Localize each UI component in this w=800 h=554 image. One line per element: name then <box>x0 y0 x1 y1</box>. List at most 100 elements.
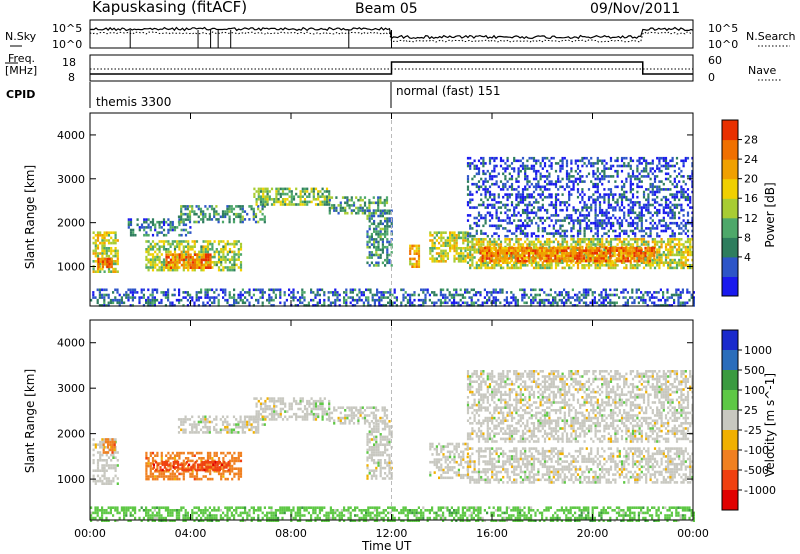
power-swatch-4 <box>722 198 738 219</box>
velocity-tick-7: -1000 <box>744 484 776 497</box>
velocity-swatch-1 <box>722 350 738 371</box>
power-panel <box>90 156 695 307</box>
velocity-tick-6: -500 <box>744 464 769 477</box>
power-region-14 <box>90 288 695 307</box>
nave-label: Nave <box>748 64 777 77</box>
power-swatch-0 <box>722 276 738 297</box>
power-cbar-label: Power [dB] <box>763 182 777 248</box>
power-tick-1: 24 <box>744 153 758 166</box>
xtick-6: 00:00 <box>677 527 709 540</box>
power-swatch-6 <box>722 159 738 180</box>
power-tick-3: 16 <box>744 192 758 205</box>
xtick-4: 16:00 <box>476 527 508 540</box>
xtick-3: 12:00 <box>376 527 408 540</box>
power-ytick-3: 4000 <box>57 129 85 142</box>
velocity-cbar-label: Velocity [m s^-1] <box>763 372 777 478</box>
power-swatch-2 <box>722 237 738 258</box>
velocity-tick-2: 100 <box>744 384 765 397</box>
power-region-5 <box>177 205 266 224</box>
nsearch-tick-low: 10^0 <box>708 38 739 51</box>
velocity-swatch-7 <box>722 470 738 491</box>
velocity-ytick-1: 2000 <box>57 428 85 441</box>
power-ylabel: Slant Range [km] <box>23 164 37 270</box>
velocity-region-5 <box>253 397 331 421</box>
power-region-1 <box>97 257 113 269</box>
nave-tick-low: 0 <box>708 71 715 84</box>
velocity-tick-3: 25 <box>744 404 758 417</box>
velocity-ytick-3: 4000 <box>57 337 85 350</box>
power-ytick-0: 1000 <box>57 261 85 274</box>
velocity-swatch-4 <box>722 410 738 431</box>
freq-line <box>90 61 693 75</box>
power-colorbar: 28 24 20 16 12 8 4 <box>721 119 758 297</box>
x-axis-label: Time UT <box>362 539 412 553</box>
velocity-region-10 <box>466 370 694 443</box>
xtick-2: 08:00 <box>275 527 307 540</box>
freq-panel <box>89 54 694 82</box>
nsky-tick-high: 10^5 <box>52 22 83 35</box>
power-region-9 <box>409 244 421 268</box>
velocity-region-3 <box>152 460 230 472</box>
velocity-tick-0: 1000 <box>744 344 772 357</box>
power-tick-2: 20 <box>744 173 758 186</box>
freq-tick-low: 8 <box>68 71 75 84</box>
power-region-7 <box>328 196 389 215</box>
power-tick-5: 8 <box>744 231 751 244</box>
nsky-label: N.Sky <box>5 30 37 43</box>
freq-unit-label: [MHz] <box>5 64 38 77</box>
power-swatch-7 <box>722 139 738 160</box>
velocity-region-1 <box>102 438 116 454</box>
velocity-region-4 <box>177 415 266 434</box>
velocity-ylabel: Slant Range [km] <box>23 368 37 474</box>
velocity-swatch-6 <box>722 450 738 471</box>
velocity-swatch-2 <box>722 370 738 391</box>
freq-tick-high: 18 <box>62 56 76 69</box>
velocity-region-9 <box>466 447 694 484</box>
cpid-panel <box>89 82 392 108</box>
power-region-10 <box>429 231 469 263</box>
velocity-swatch-5 <box>722 430 738 451</box>
nsearch-label: N.Search <box>746 30 796 43</box>
velocity-colorbar: 1000 500 100 25 -25 -100 -500 -1000 <box>721 329 776 511</box>
power-region-8 <box>366 209 393 267</box>
power-ytick-2: 3000 <box>57 173 85 186</box>
velocity-region-8 <box>429 442 469 480</box>
nsearch-line <box>89 31 694 43</box>
velocity-ytick-0: 1000 <box>57 473 85 486</box>
nsky-panel <box>89 19 694 49</box>
power-tick-6: 4 <box>744 251 751 264</box>
cpid-label: CPID <box>6 88 36 101</box>
power-tick-0: 28 <box>744 134 758 147</box>
velocity-region-6 <box>328 406 389 425</box>
velocity-swatch-3 <box>722 390 738 411</box>
power-swatch-3 <box>722 217 738 238</box>
power-swatch-8 <box>722 120 738 141</box>
nsearch-tick-high: 10^5 <box>708 22 739 35</box>
nsky-tick-low: 10^0 <box>52 38 83 51</box>
cpid-segment-1: themis 3300 <box>96 95 172 109</box>
velocity-tick-1: 500 <box>744 364 765 377</box>
power-swatch-1 <box>722 256 738 277</box>
velocity-region-7 <box>366 420 393 480</box>
velocity-tick-4: -25 <box>744 424 762 437</box>
xtick-5: 20:00 <box>577 527 609 540</box>
velocity-tick-5: -100 <box>744 444 769 457</box>
power-tick-4: 12 <box>744 212 758 225</box>
power-region-0 <box>92 231 119 273</box>
freq-label: Freq. <box>8 52 36 65</box>
date-title: 09/Nov/2011 <box>590 1 681 17</box>
xtick-0: 00:00 <box>74 527 106 540</box>
power-region-3 <box>165 253 212 269</box>
power-region-6 <box>253 187 331 206</box>
velocity-panel <box>90 370 695 522</box>
xtick-1: 04:00 <box>175 527 207 540</box>
power-ytick-1: 2000 <box>57 217 85 230</box>
power-swatch-5 <box>722 178 738 199</box>
velocity-swatch-8 <box>722 490 738 511</box>
velocity-region-11 <box>90 506 695 522</box>
velocity-ytick-2: 3000 <box>57 382 85 395</box>
nave-tick-high: 60 <box>708 54 722 67</box>
beam-title: Beam 05 <box>355 1 418 17</box>
power-region-4 <box>127 218 192 237</box>
